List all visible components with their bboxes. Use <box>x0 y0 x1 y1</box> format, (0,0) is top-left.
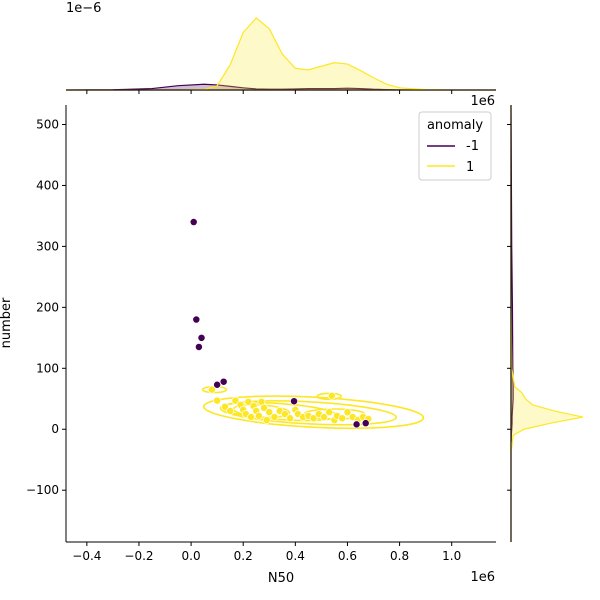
y-tick-label: 300 <box>36 239 59 253</box>
y-tick-label: −100 <box>26 483 59 497</box>
legend: anomaly -1 1 <box>418 111 492 181</box>
y-tick-label: 100 <box>36 361 59 375</box>
legend-label-plus1: 1 <box>466 160 474 175</box>
x-tick-label: −0.4 <box>72 549 101 563</box>
point-anomaly-plus1 <box>254 411 263 420</box>
point-anomaly-plus1 <box>260 403 269 412</box>
kde-contour <box>202 395 425 430</box>
point-anomaly-minus1 <box>189 218 198 226</box>
x-tick-label: −0.2 <box>124 549 153 563</box>
right-marginal: 1e6 <box>470 94 584 542</box>
point-anomaly-minus1 <box>290 397 298 406</box>
joint-axes: −0.4 −0.2 0.0 0.2 0.4 0.6 0.8 1.0 −100 0 100 200 30… <box>0 105 496 586</box>
kde-contours <box>201 385 425 430</box>
x-tick-label: 1.0 <box>442 549 461 563</box>
point-anomaly-plus1 <box>320 413 328 422</box>
right-marginal-offset-text: 1e6 <box>470 94 495 109</box>
point-anomaly-plus1 <box>213 396 222 405</box>
point-anomaly-plus1 <box>309 414 318 423</box>
point-anomaly-plus1 <box>221 402 229 411</box>
point-anomaly-plus1 <box>265 408 274 417</box>
point-anomaly-plus1 <box>327 391 336 400</box>
top-marginal-offset-text: 1e−6 <box>66 1 101 16</box>
point-anomaly-plus1 <box>244 397 253 406</box>
point-anomaly-minus1 <box>213 380 222 389</box>
point-anomaly-minus1 <box>194 343 203 351</box>
y-tick-label: 500 <box>36 118 59 132</box>
x-tick-label: 0.0 <box>182 549 201 563</box>
x-tick-label: 0.4 <box>286 549 305 563</box>
point-anomaly-minus1 <box>197 333 206 342</box>
point-anomaly-plus1 <box>343 408 352 417</box>
point-anomaly-plus1 <box>207 385 216 394</box>
y-tick-label: 200 <box>36 300 59 314</box>
y-axis-ticks: −100 0 100 200 300 400 500 <box>26 118 66 497</box>
point-anomaly-minus1 <box>361 419 370 428</box>
point-anomaly-plus1 <box>270 413 279 422</box>
point-anomaly-plus1 <box>247 413 255 422</box>
x-axis-label: N50 <box>268 571 294 586</box>
y-tick-label: 400 <box>36 178 59 192</box>
point-anomaly-plus1 <box>280 410 289 418</box>
point-anomaly-minus1 <box>219 377 228 386</box>
kde-contour <box>219 400 398 426</box>
scatter-points <box>189 218 373 429</box>
point-anomaly-plus1 <box>338 414 347 423</box>
x-tick-label: 0.6 <box>338 549 357 563</box>
point-anomaly-plus1 <box>226 407 235 415</box>
right-density-plus1 <box>510 105 584 542</box>
point-anomaly-plus1 <box>231 396 240 405</box>
point-anomaly-plus1 <box>286 414 295 423</box>
legend-label-minus1: -1 <box>466 139 479 154</box>
y-tick-label: 0 <box>51 422 59 436</box>
x-axis-ticks: −0.4 −0.2 0.0 0.2 0.4 0.6 0.8 1.0 <box>72 542 461 563</box>
x-tick-label: 0.8 <box>390 549 409 563</box>
x-tick-label: 0.2 <box>234 549 253 563</box>
legend-title: anomaly <box>427 118 483 133</box>
point-anomaly-plus1 <box>262 416 271 425</box>
point-anomaly-plus1 <box>325 408 334 417</box>
top-density-plus1 <box>66 17 496 91</box>
point-anomaly-minus1 <box>352 420 361 429</box>
point-anomaly-minus1 <box>192 315 201 324</box>
x-offset-text: 1e6 <box>470 570 495 585</box>
y-axis-label: number <box>0 297 14 348</box>
top-marginal: 1e−6 <box>65 1 496 94</box>
